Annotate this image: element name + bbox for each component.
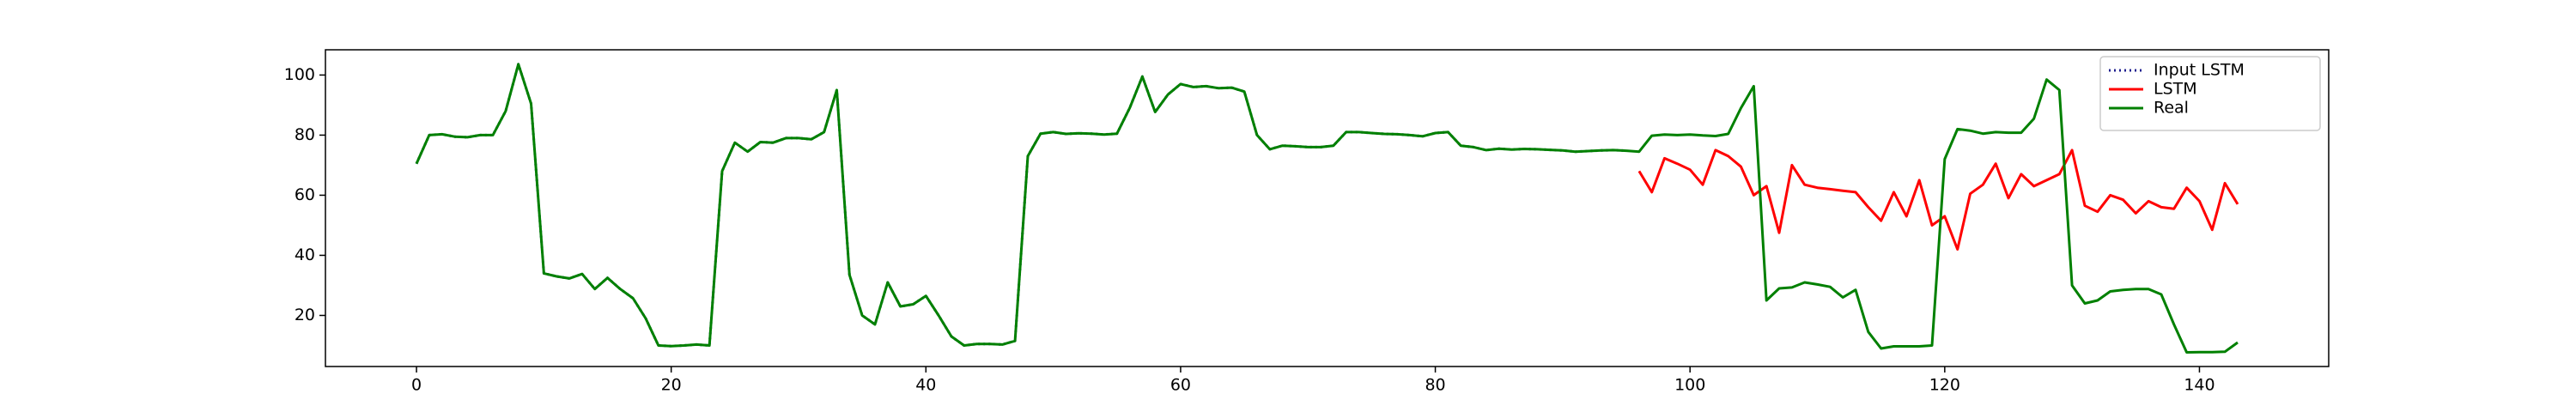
series-line — [1637, 148, 2239, 251]
legend-label: LSTM — [2154, 80, 2197, 99]
x-tick-label: 20 — [661, 376, 682, 395]
x-tick-label: 40 — [915, 376, 936, 395]
y-tick-label: 20 — [295, 306, 315, 324]
legend-label: Real — [2154, 99, 2189, 118]
series-line — [415, 63, 2239, 354]
plot-area — [325, 50, 2329, 367]
x-tick-label: 80 — [1425, 376, 1445, 395]
x-tick-label: 140 — [2184, 376, 2215, 395]
x-tick-label: 120 — [1929, 376, 1960, 395]
y-tick-label: 80 — [295, 125, 315, 144]
x-tick-label: 60 — [1170, 376, 1191, 395]
y-tick-label: 100 — [284, 65, 315, 84]
x-tick-label: 0 — [411, 376, 422, 395]
legend-box — [2099, 56, 2321, 131]
y-tick-label: 40 — [295, 245, 315, 264]
x-tick-label: 100 — [1674, 376, 1705, 395]
y-tick-label: 60 — [295, 185, 315, 204]
legend-label: Input LSTM — [2154, 61, 2245, 80]
axes-frame — [325, 49, 2330, 367]
